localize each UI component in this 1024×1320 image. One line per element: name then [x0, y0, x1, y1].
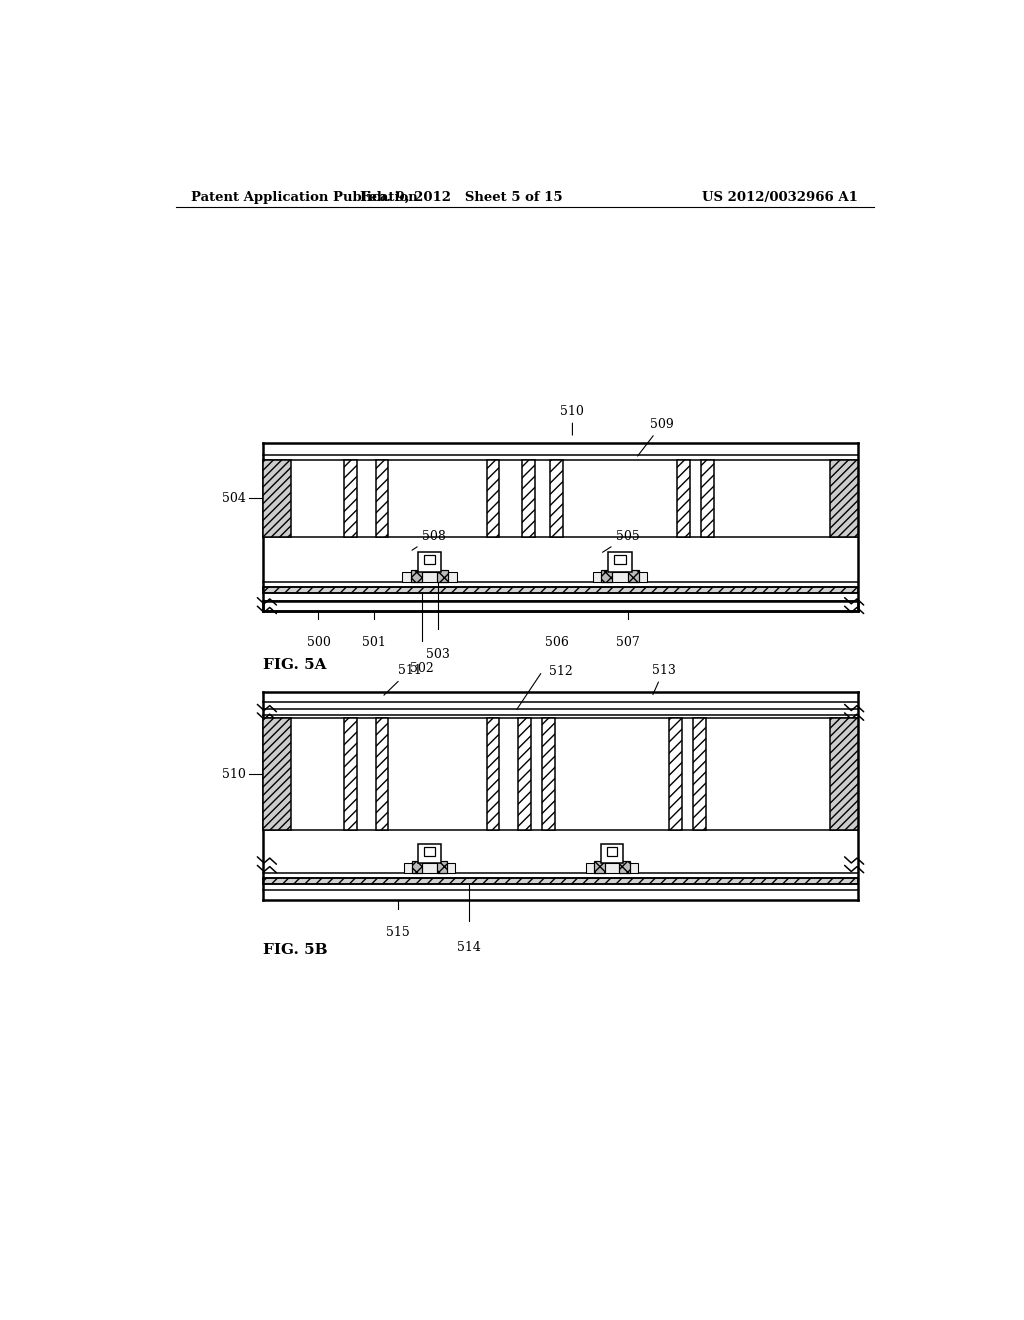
Bar: [620, 862, 630, 873]
Bar: [628, 570, 639, 582]
Bar: [344, 718, 356, 830]
Bar: [402, 572, 457, 582]
Bar: [263, 878, 858, 884]
Bar: [424, 847, 435, 855]
Text: 505: 505: [602, 529, 640, 552]
Bar: [550, 461, 563, 536]
Bar: [403, 863, 456, 873]
Bar: [701, 461, 714, 536]
Text: 510: 510: [560, 404, 585, 436]
Text: 511: 511: [384, 664, 422, 696]
Text: 514: 514: [458, 941, 481, 954]
Text: Patent Application Publication: Patent Application Publication: [191, 190, 418, 203]
Bar: [263, 718, 291, 830]
Text: 500: 500: [306, 636, 331, 649]
Bar: [594, 862, 605, 873]
Bar: [608, 552, 632, 572]
Bar: [543, 718, 555, 830]
Bar: [424, 554, 435, 564]
Text: 512: 512: [549, 665, 572, 678]
Bar: [607, 847, 617, 855]
Bar: [601, 570, 612, 582]
Bar: [670, 718, 682, 830]
Bar: [437, 570, 449, 582]
Bar: [263, 587, 858, 594]
Bar: [411, 570, 422, 582]
Text: FIG. 5B: FIG. 5B: [263, 942, 328, 957]
Text: 509: 509: [638, 417, 674, 455]
Text: 507: 507: [616, 636, 640, 649]
Text: 506: 506: [545, 636, 568, 649]
Bar: [601, 843, 624, 863]
Text: Feb. 9, 2012   Sheet 5 of 15: Feb. 9, 2012 Sheet 5 of 15: [360, 190, 562, 203]
Bar: [830, 718, 858, 830]
Text: 502: 502: [410, 661, 433, 675]
Text: 510: 510: [221, 768, 246, 781]
Bar: [263, 601, 858, 611]
Bar: [593, 572, 647, 582]
Text: 508: 508: [412, 529, 445, 550]
Text: 501: 501: [362, 636, 386, 649]
Text: 513: 513: [652, 664, 676, 694]
Bar: [518, 718, 531, 830]
Bar: [486, 461, 500, 536]
Text: 503: 503: [426, 648, 450, 661]
Bar: [376, 461, 388, 536]
Text: FIG. 5A: FIG. 5A: [263, 659, 327, 672]
Bar: [486, 718, 500, 830]
Bar: [376, 718, 388, 830]
Bar: [522, 461, 536, 536]
Bar: [412, 862, 423, 873]
Bar: [418, 552, 441, 572]
Bar: [830, 461, 858, 536]
Bar: [263, 461, 291, 536]
Bar: [418, 843, 441, 863]
Bar: [436, 862, 447, 873]
Bar: [677, 461, 690, 536]
Bar: [344, 461, 356, 536]
Bar: [614, 554, 626, 564]
Bar: [693, 718, 706, 830]
Text: 504: 504: [221, 492, 246, 504]
Text: 515: 515: [386, 925, 410, 939]
Text: US 2012/0032966 A1: US 2012/0032966 A1: [702, 190, 858, 203]
Bar: [587, 863, 638, 873]
